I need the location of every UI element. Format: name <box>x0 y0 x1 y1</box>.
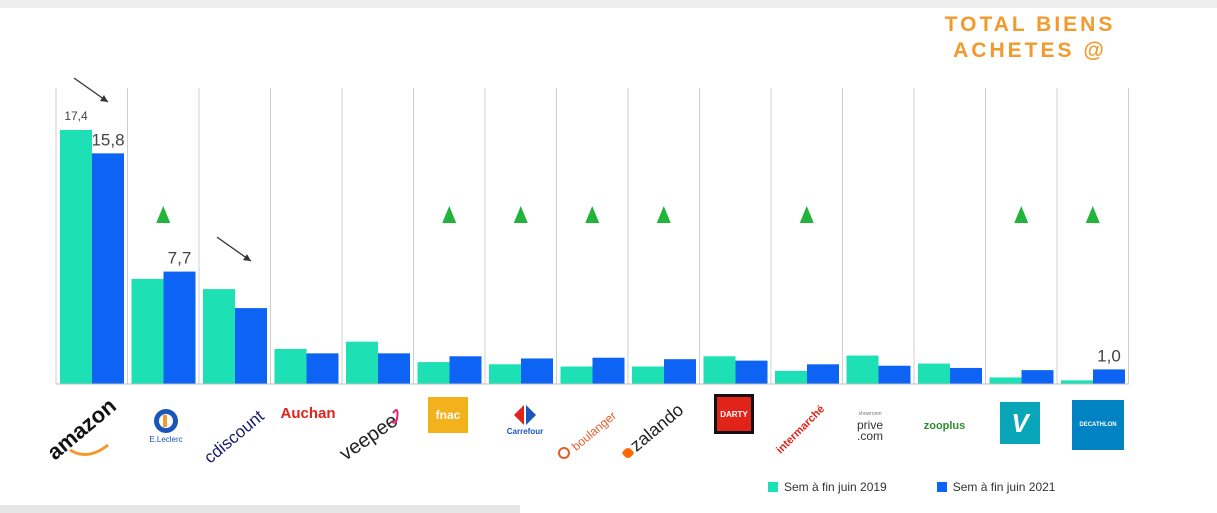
carrefour-logo-text: Carrefour <box>506 426 544 436</box>
veepee-logo-text: veepee <box>336 410 402 466</box>
leclerc-logo: E.Leclerc <box>135 400 197 450</box>
bar-2019-showroom-prive-com <box>846 355 879 384</box>
decline-arrowhead-cdiscount <box>243 254 251 262</box>
zooplus-logo: zooplus <box>912 416 977 436</box>
bar-2021-darty <box>735 360 768 384</box>
bar-2021-auchan <box>306 353 339 384</box>
growth-triangle-e-leclerc <box>156 206 171 223</box>
growth-triangle-zalando <box>656 206 671 223</box>
bar-2021-decathlon <box>1093 369 1125 384</box>
bar-2021-amazon <box>92 153 124 384</box>
bar-2019-zooplus <box>918 363 950 384</box>
chart-title-line-2: ACHETES @ <box>953 39 1107 62</box>
auchan-logo: Auchan <box>272 400 344 426</box>
growth-triangle-vinted <box>1014 206 1029 223</box>
growth-triangle-boulanger <box>585 206 600 223</box>
bar-2019-darty <box>703 356 736 384</box>
fnac-logo: fnac <box>428 397 468 433</box>
auchan-logo-text: Auchan <box>280 404 336 422</box>
darty-logo: DARTY <box>714 394 754 434</box>
bar-2021-e-leclerc <box>163 271 196 384</box>
carrefour-logo: Carrefour <box>495 398 555 440</box>
intermarche-logo-text: intermarché <box>774 403 827 456</box>
amazon-logo: amazon <box>40 395 130 465</box>
zooplus-logo-text: zooplus <box>923 420 966 432</box>
bar-2021-veepee <box>378 353 410 384</box>
bar-2019-carrefour <box>489 364 521 384</box>
showroomprive-com-text: .com <box>856 428 883 443</box>
legend-item-2019: Sem à fin juin 2019 <box>768 480 887 494</box>
growth-triangle-fnac <box>442 206 457 223</box>
legend-label-2021: Sem à fin juin 2021 <box>952 480 1056 494</box>
decathlon-logo-text: DECATHLON <box>1079 422 1117 428</box>
chart-title-line-1: TOTAL BIENS <box>944 13 1116 36</box>
data-label-e-leclerc-2021: 7,7 <box>168 249 192 268</box>
cdiscount-logo-text: cdiscount <box>200 406 267 467</box>
legend-item-2021: Sem à fin juin 2021 <box>936 480 1056 494</box>
chart-title: TOTAL BIENS ACHETES @ <box>860 12 1200 64</box>
growth-triangle-carrefour <box>513 206 528 223</box>
bar-2021-showroom-prive-com <box>878 365 911 384</box>
top-strip <box>0 0 1217 8</box>
legend-label-2019: Sem à fin juin 2019 <box>784 480 887 494</box>
footer-strip <box>0 505 520 513</box>
showroomprive-logo: showroom prive .com <box>845 405 895 445</box>
bar-2021-zooplus <box>950 367 982 384</box>
bar-2021-zalando <box>664 359 696 384</box>
bar-2019-auchan <box>274 348 307 384</box>
decathlon-logo: DECATHLON <box>1072 400 1124 450</box>
bar-2021-cdiscount <box>235 308 267 384</box>
data-label-amazon-2021: 15,8 <box>91 130 124 149</box>
bar-2019-amazon <box>60 130 92 384</box>
fnac-logo-text: fnac <box>435 408 461 422</box>
bar-2019-veepee <box>346 341 378 384</box>
showroomprive-prive-text: prive <box>856 417 883 432</box>
bar-2019-decathlon <box>1061 380 1093 384</box>
growth-triangle-decathlon <box>1085 206 1100 223</box>
bar-2021-intermarch <box>807 364 839 384</box>
bar-2019-intermarch <box>775 370 807 384</box>
veepee-logo: veepee <box>325 395 415 475</box>
bar-2019-vinted <box>989 377 1022 384</box>
darty-logo-text: DARTY <box>720 409 748 419</box>
legend-swatch-2019 <box>768 482 778 492</box>
bar-2019-e-leclerc <box>131 278 164 384</box>
data-label-decathlon-2021: 1,0 <box>1097 346 1121 365</box>
cdiscount-logo: cdiscount <box>185 400 285 470</box>
zalando-logo-text: zalando <box>626 400 687 456</box>
bar-2021-carrefour <box>521 358 553 384</box>
zalando-logo: zalando <box>612 393 697 468</box>
bar-2019-cdiscount <box>203 289 235 384</box>
growth-triangle-intermarch <box>799 206 814 223</box>
bar-2019-zalando <box>632 366 664 384</box>
showroomprive-small-text: showroom <box>858 410 882 417</box>
decline-arrowhead-amazon <box>100 95 108 102</box>
bar-2019-boulanger <box>560 366 593 384</box>
bar-2019-fnac <box>417 362 450 384</box>
bar-2021-fnac <box>449 356 482 384</box>
legend-swatch-2021 <box>936 482 947 492</box>
bar-2021-boulanger <box>592 357 625 384</box>
intermarche-logo: intermarché <box>762 393 837 468</box>
data-label-amazon-2019: 17,4 <box>64 109 88 123</box>
bar-2021-vinted <box>1021 370 1054 384</box>
leclerc-logo-text: E.Leclerc <box>149 434 183 444</box>
vinted-logo: V <box>1000 402 1040 444</box>
vinted-logo-text: V <box>1011 407 1029 438</box>
chart-legend: Sem à fin juin 2019 Sem à fin juin 2021 <box>768 480 1055 494</box>
boulanger-logo: boulanger <box>550 395 630 465</box>
